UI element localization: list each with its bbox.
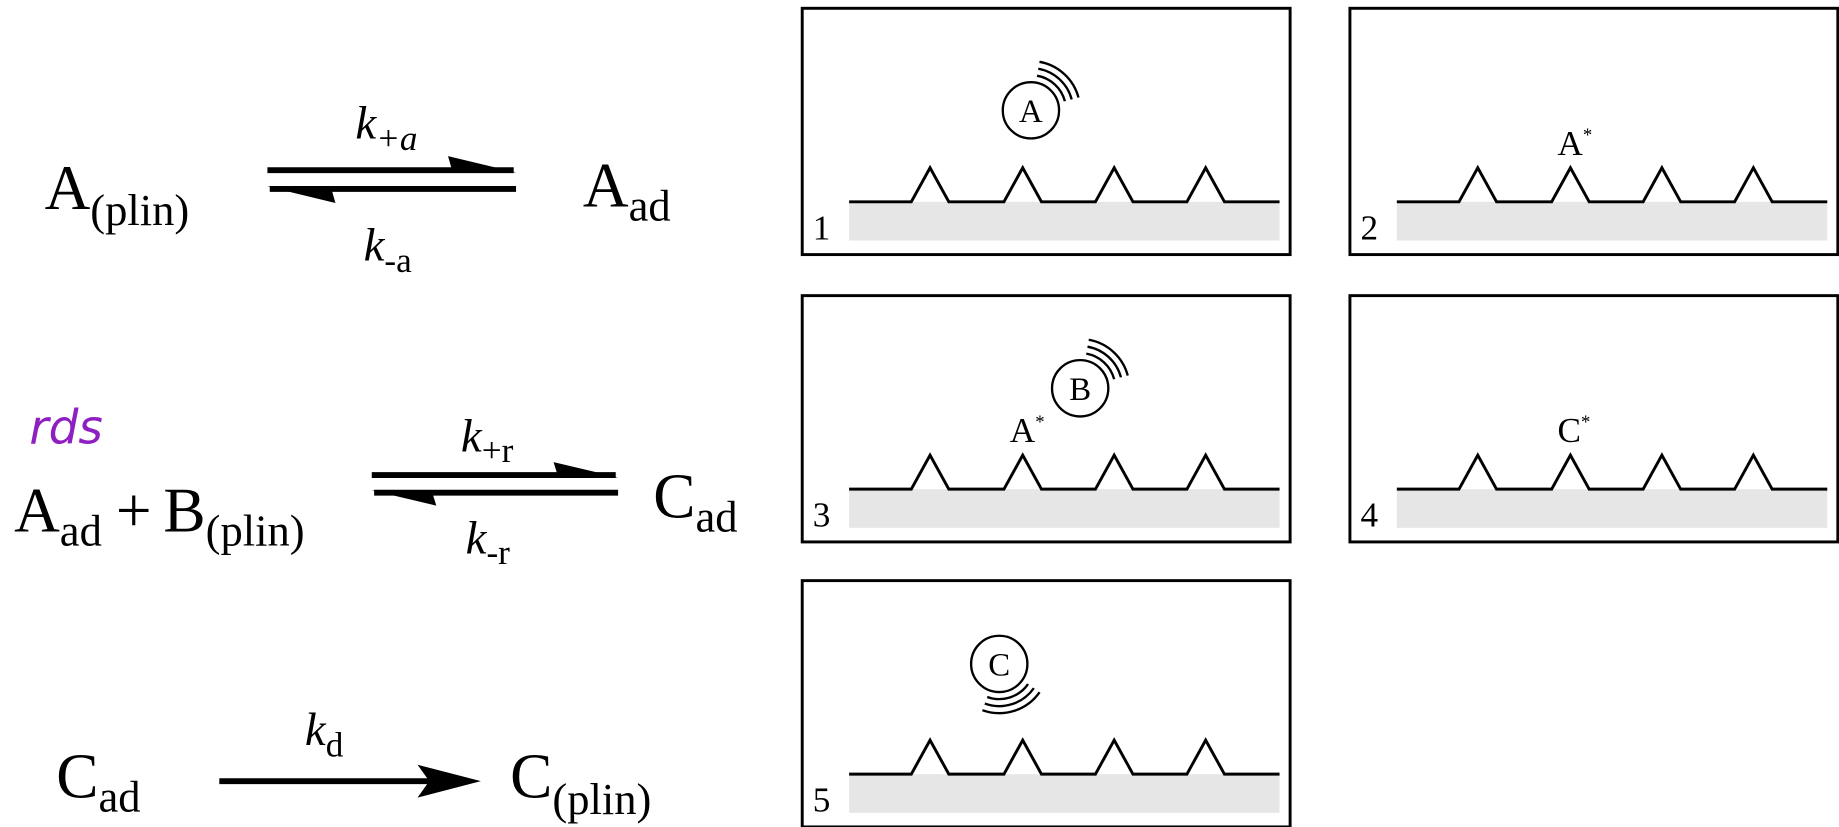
arrow-head — [371, 490, 437, 506]
species: B — [163, 475, 205, 545]
surface-line — [849, 737, 1280, 776]
substrate — [1396, 489, 1828, 528]
species: C — [56, 742, 98, 812]
reactant: A(plin) — [45, 153, 190, 235]
subscript: ad — [696, 491, 738, 541]
molecule-circle — [1001, 81, 1061, 140]
symbol: k — [364, 219, 386, 271]
species: A — [1558, 124, 1584, 163]
subscript: ad — [99, 772, 141, 822]
species: A — [1010, 411, 1036, 450]
species: C — [653, 461, 695, 531]
product: Cad — [653, 461, 737, 541]
molecule-circle — [1050, 358, 1110, 418]
subscript: -r — [486, 533, 510, 572]
panel-number: 4 — [1360, 496, 1378, 535]
rate-constant: kd — [305, 704, 344, 765]
mark: * — [1581, 412, 1590, 433]
species: A — [14, 475, 60, 545]
molecule-circle — [969, 634, 1029, 694]
symbol: k — [461, 411, 483, 463]
panel-frame — [800, 6, 1292, 257]
rate-constant: k-a — [364, 219, 413, 280]
motion-arc — [1036, 74, 1067, 102]
molecule-label: A — [1019, 94, 1043, 130]
motion-arc — [1088, 338, 1129, 376]
reactant: Aad + B(plin) — [14, 475, 305, 555]
surface-line — [1396, 452, 1828, 491]
species: A — [45, 153, 91, 223]
arrow-head — [417, 764, 481, 798]
panel-frame — [800, 294, 1292, 544]
mark: * — [1035, 412, 1044, 433]
arrow-head — [448, 156, 517, 173]
substrate — [849, 489, 1280, 528]
species: C — [510, 742, 552, 812]
motion-arc — [1039, 60, 1080, 98]
subscript: (plin) — [552, 774, 651, 824]
rds-tag: rds — [29, 400, 102, 455]
subscript: d — [326, 726, 344, 765]
motion-arc — [984, 687, 1035, 708]
forward-arrow — [219, 764, 481, 798]
subscript: +a — [376, 119, 417, 158]
surface-line — [849, 452, 1280, 491]
rate-constant: k-r — [466, 513, 511, 573]
symbol: k — [466, 513, 488, 565]
symbol: k — [305, 704, 327, 756]
molecule-label: B — [1069, 372, 1091, 408]
reactant: Cad — [56, 742, 140, 822]
panel: 4 C* — [1348, 294, 1839, 544]
product: C(plin) — [510, 742, 651, 824]
panel-number: 2 — [1360, 208, 1378, 247]
rate-constant: k+r — [461, 411, 514, 471]
panel: 2 A* — [1348, 6, 1839, 257]
subscript: (plin) — [206, 505, 305, 555]
molecule-label: C — [988, 648, 1010, 684]
surface-line — [1396, 164, 1828, 204]
mark: * — [1583, 125, 1592, 146]
subscript: (plin) — [90, 185, 189, 235]
panel: 1A — [800, 6, 1292, 257]
panel: 3 A* B — [800, 294, 1292, 544]
surface-species: A* — [1010, 411, 1045, 450]
substrate — [1396, 201, 1828, 241]
panel: 5C — [800, 579, 1292, 827]
equilibrium-arrow — [267, 156, 517, 203]
product: Aad — [583, 150, 671, 230]
rate-constant: k+a — [355, 97, 417, 158]
species: A — [583, 150, 629, 220]
subscript: ad — [60, 505, 102, 555]
surface-line — [849, 164, 1280, 204]
panel-number: 1 — [813, 208, 831, 247]
surface-species: C* — [1558, 411, 1591, 450]
subscript: +r — [482, 431, 514, 470]
plus: + — [116, 475, 152, 545]
symbol: k — [355, 97, 377, 149]
panel-number: 5 — [813, 781, 831, 820]
motion-arc — [1087, 345, 1123, 378]
motion-arc — [986, 683, 1030, 701]
substrate — [849, 774, 1280, 813]
panel-frame — [1348, 6, 1839, 257]
subscript: -a — [384, 241, 412, 280]
surface-species: A* — [1558, 124, 1593, 163]
subscript: ad — [629, 181, 671, 231]
substrate — [849, 201, 1280, 241]
motion-arc — [982, 691, 1041, 715]
species: C — [1558, 411, 1581, 450]
panel-number: 3 — [813, 496, 831, 535]
motion-arc — [1038, 67, 1073, 100]
motion-arc — [1086, 352, 1116, 380]
panel-frame — [1348, 294, 1839, 544]
